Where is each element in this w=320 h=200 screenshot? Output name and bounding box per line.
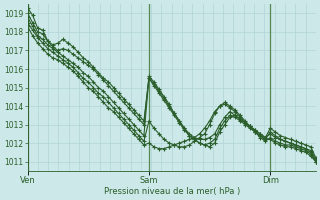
X-axis label: Pression niveau de la mer( hPa ): Pression niveau de la mer( hPa ) — [104, 187, 240, 196]
